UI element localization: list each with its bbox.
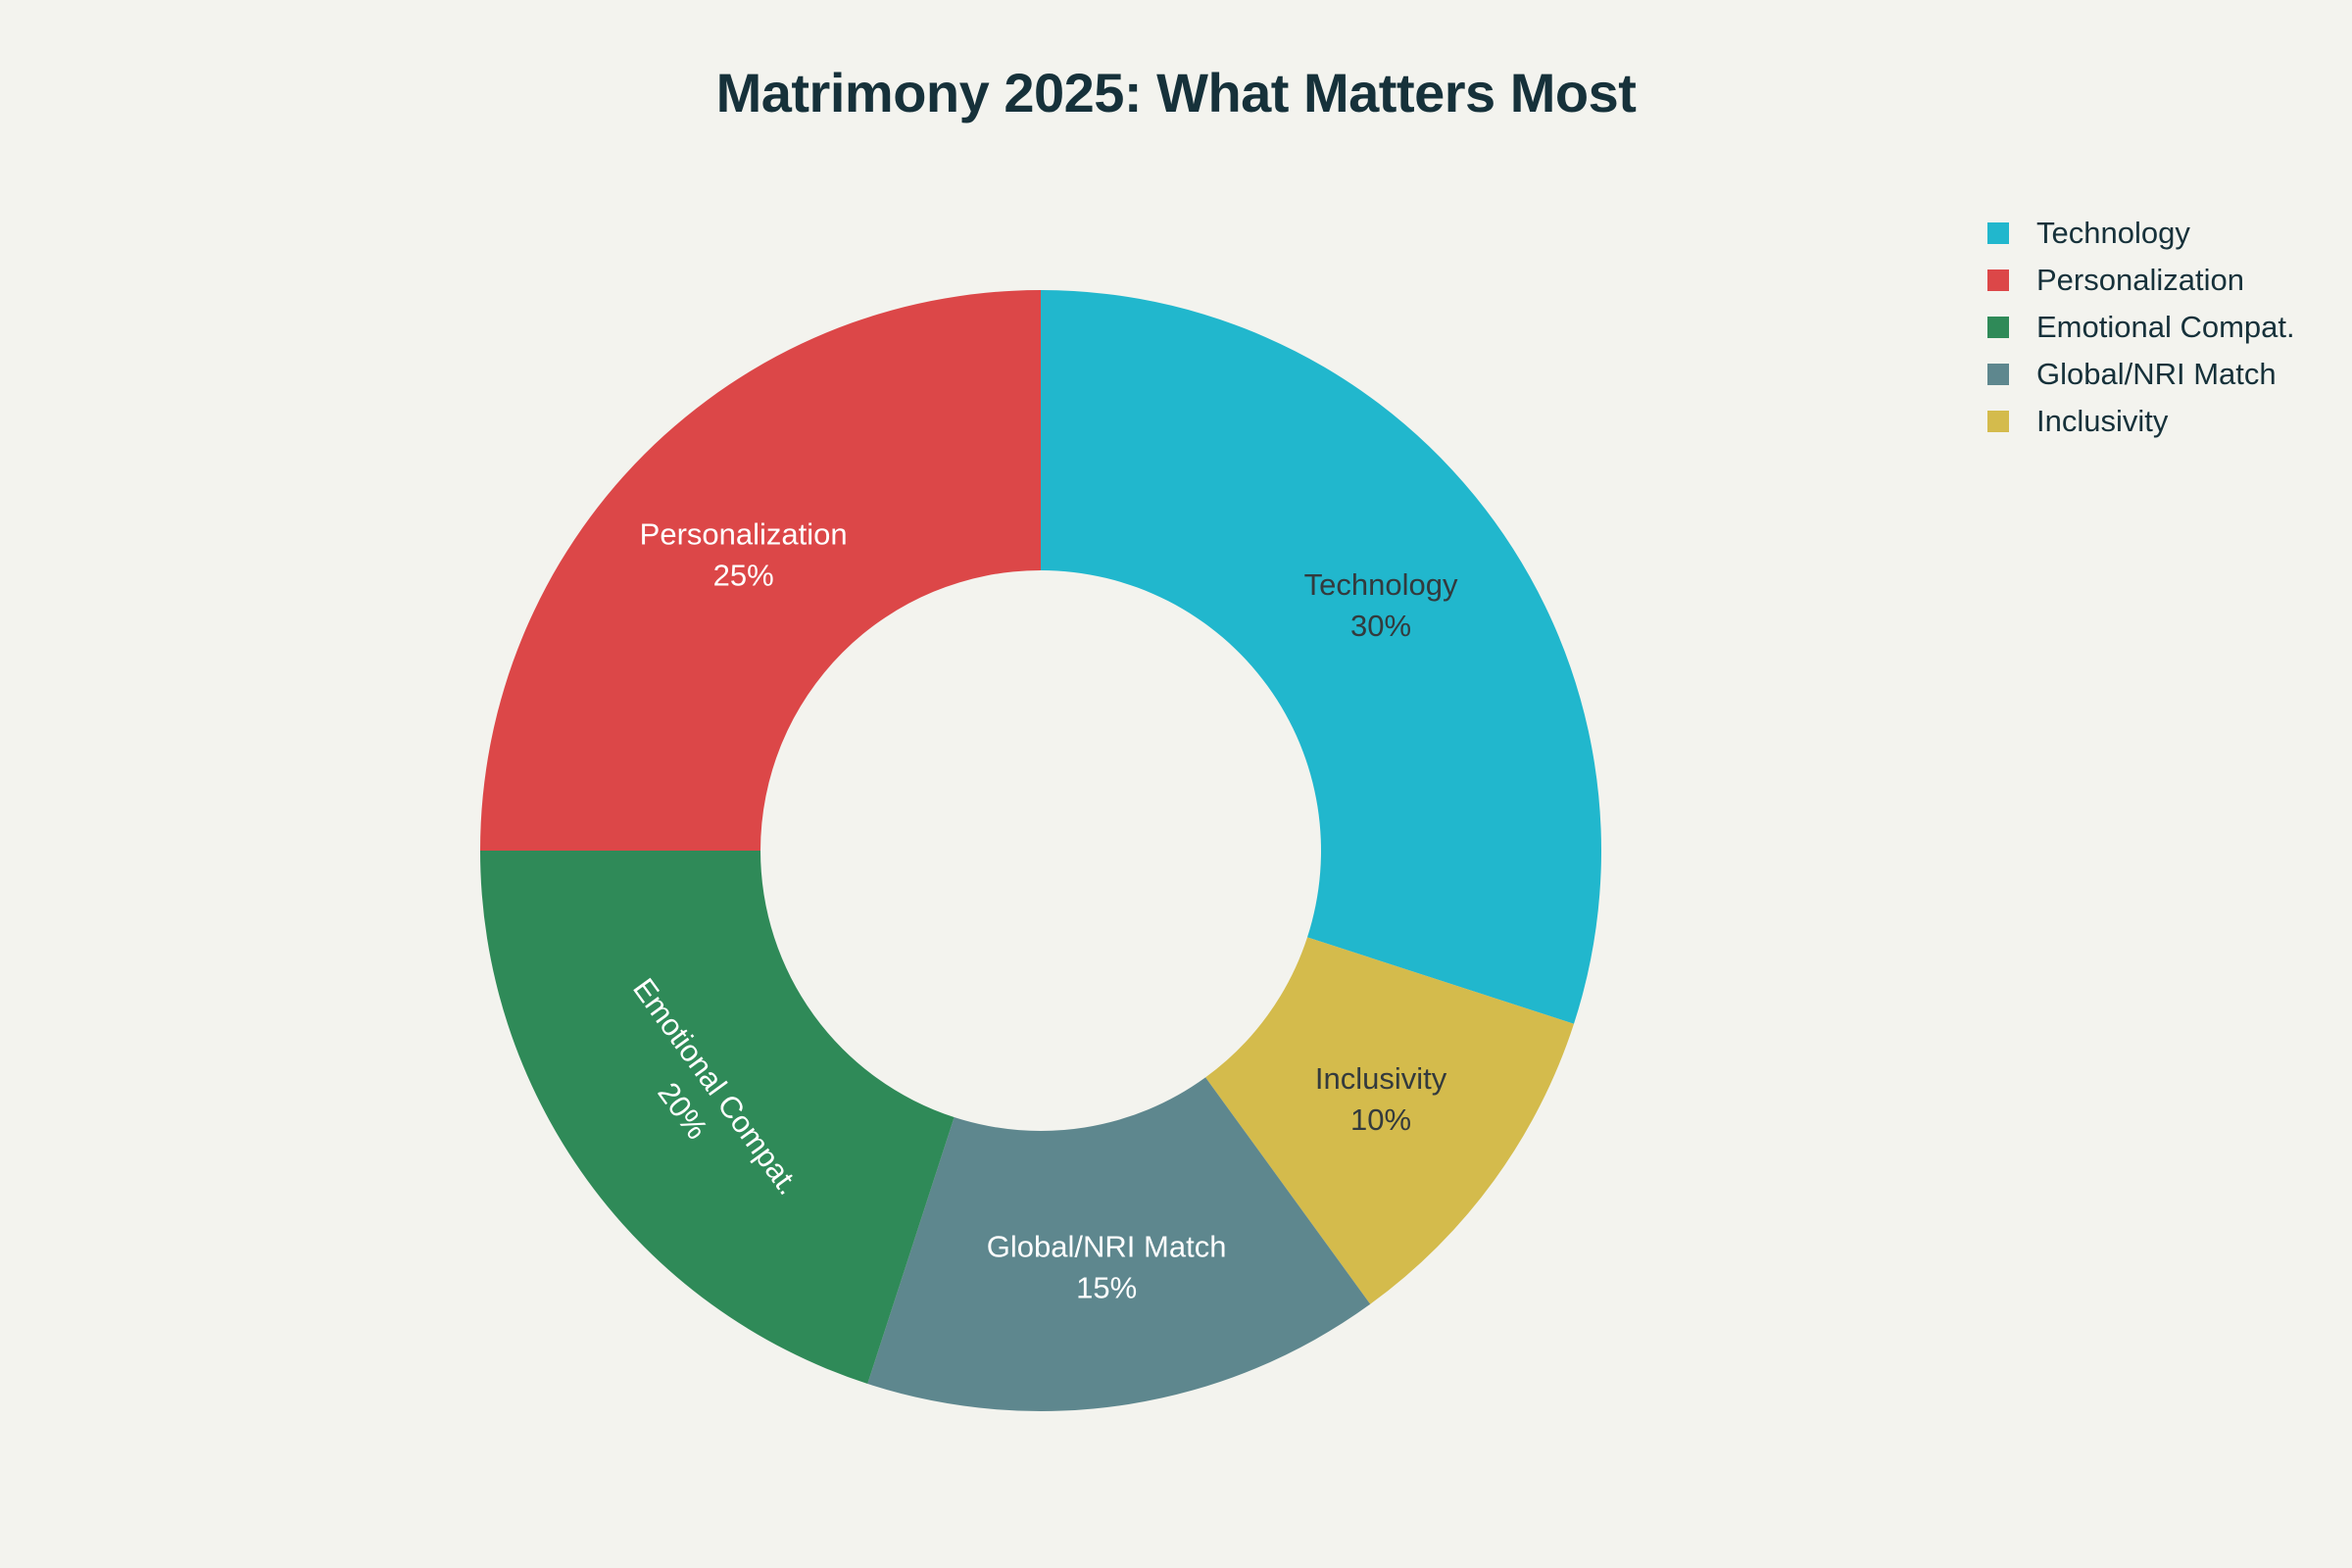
slices-group (480, 290, 1601, 1411)
legend-label: Personalization (2036, 263, 2244, 297)
legend-label: Global/NRI Match (2036, 357, 2277, 391)
slice-global-nri-match (867, 1077, 1371, 1411)
slice-label-percent: 15% (1076, 1271, 1137, 1305)
legend-label: Emotional Compat. (2036, 310, 2295, 344)
slice-label-percent: 10% (1350, 1102, 1411, 1137)
slice-label-technology: Technology 30% (1304, 567, 1458, 643)
slice-emotional-compat (480, 851, 955, 1385)
slice-label-percent: 30% (1350, 609, 1411, 643)
legend-swatch (1987, 411, 2009, 432)
slice-label-name: Inclusivity (1315, 1061, 1447, 1096)
legend-item-personalization[interactable]: Personalization (1987, 257, 2295, 304)
slice-label-global-nri-match: Global/NRI Match 15% (987, 1230, 1227, 1305)
legend-swatch (1987, 317, 2009, 338)
legend-label: Technology (2036, 216, 2190, 250)
legend-swatch (1987, 270, 2009, 291)
slice-label-percent: 25% (713, 559, 774, 593)
slice-technology (1041, 290, 1601, 1024)
slice-label-name: Personalization (640, 517, 848, 552)
legend-item-inclusivity[interactable]: Inclusivity (1987, 398, 2295, 445)
legend-label: Inclusivity (2036, 404, 2169, 438)
legend-item-global-nri-match[interactable]: Global/NRI Match (1987, 351, 2295, 398)
legend: Technology Personalization Emotional Compa… (1987, 210, 2295, 445)
slice-label-name: Technology (1304, 567, 1458, 602)
slice-label-inclusivity: Inclusivity 10% (1315, 1061, 1447, 1137)
legend-item-technology[interactable]: Technology (1987, 210, 2295, 257)
slice-label-name: Global/NRI Match (987, 1230, 1227, 1264)
legend-swatch (1987, 222, 2009, 244)
slice-label-personalization: Personalization 25% (640, 517, 848, 593)
slice-inclusivity (1205, 937, 1575, 1304)
legend-item-emotional-compat[interactable]: Emotional Compat. (1987, 304, 2295, 351)
chart-title: Matrimony 2025: What Matters Most (715, 62, 1637, 123)
legend-swatch (1987, 364, 2009, 385)
slice-personalization (480, 290, 1041, 851)
